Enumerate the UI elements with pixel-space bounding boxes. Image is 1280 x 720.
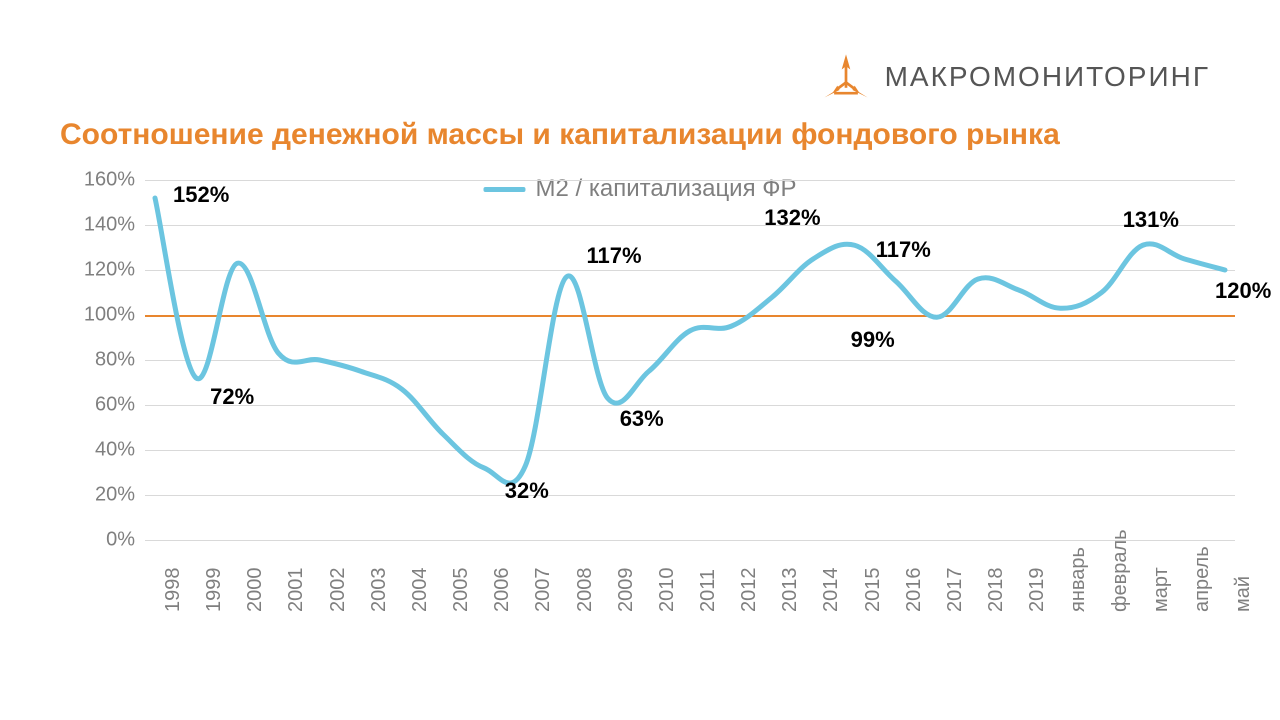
x-tick-label: 2002 — [327, 568, 350, 613]
data-point-label: 99% — [851, 327, 895, 353]
x-tick-label: 2009 — [615, 568, 638, 613]
data-point-label: 117% — [876, 237, 931, 263]
x-tick-label: 2003 — [368, 568, 391, 613]
x-tick-label: 2019 — [1026, 568, 1049, 613]
x-tick-label: январь — [1067, 547, 1090, 612]
x-tick-label: март — [1150, 567, 1173, 612]
x-tick-label: 2016 — [903, 568, 926, 613]
data-point-label: 72% — [210, 384, 254, 410]
data-point-label: 131% — [1123, 207, 1179, 233]
data-point-label: 120% — [1215, 278, 1271, 304]
x-tick-label: 2007 — [532, 568, 555, 613]
y-tick-label: 80% — [60, 349, 135, 372]
brand-header: МАКРОМОНИТОРИНГ — [819, 50, 1210, 104]
brand-name: МАКРОМОНИТОРИНГ — [885, 61, 1210, 93]
x-tick-label: 1998 — [162, 568, 185, 613]
series-line — [155, 198, 1225, 483]
y-tick-label: 20% — [60, 484, 135, 507]
y-tick-label: 60% — [60, 394, 135, 417]
x-tick-label: 2005 — [450, 568, 473, 613]
x-tick-label: 2011 — [697, 569, 720, 612]
y-tick-label: 0% — [60, 529, 135, 552]
x-tick-label: 2013 — [779, 568, 802, 613]
chart-title: Соотношение денежной массы и капитализац… — [60, 118, 1060, 152]
data-point-label: 32% — [505, 478, 549, 504]
x-tick-label: 2015 — [862, 568, 885, 613]
x-tick-label: 2004 — [409, 568, 432, 613]
y-tick-label: 140% — [60, 214, 135, 237]
x-tick-label: 2006 — [491, 568, 514, 613]
chart-area: 0%20%40%60%80%100%120%140%160% 199819992… — [60, 180, 1235, 620]
x-tick-label: 2001 — [285, 568, 308, 613]
y-tick-label: 40% — [60, 439, 135, 462]
x-tick-label: 2017 — [944, 568, 967, 613]
y-tick-label: 120% — [60, 259, 135, 282]
y-tick-label: 100% — [60, 304, 135, 327]
brand-logo-icon — [819, 50, 873, 104]
data-point-label: 132% — [764, 205, 820, 231]
x-tick-label: апрель — [1191, 546, 1214, 612]
data-point-label: 152% — [173, 182, 229, 208]
data-point-label: 117% — [587, 243, 642, 269]
x-tick-label: 1999 — [203, 568, 226, 613]
x-tick-label: 2014 — [820, 568, 843, 613]
x-tick-label: 2010 — [656, 568, 679, 613]
x-tick-label: 2000 — [244, 568, 267, 613]
line-chart-svg — [145, 180, 1235, 540]
x-tick-label: февраль — [1109, 529, 1132, 612]
x-tick-label: 2008 — [574, 568, 597, 613]
x-tick-label: 2012 — [738, 568, 761, 613]
x-tick-label: 2018 — [985, 568, 1008, 613]
y-tick-label: 160% — [60, 169, 135, 192]
x-axis: 1998 1999 2000 2001 2002 2003 2004 2005 2006 2007… — [145, 540, 1235, 620]
data-point-label: 63% — [620, 406, 664, 432]
x-tick-label: май — [1232, 576, 1255, 612]
